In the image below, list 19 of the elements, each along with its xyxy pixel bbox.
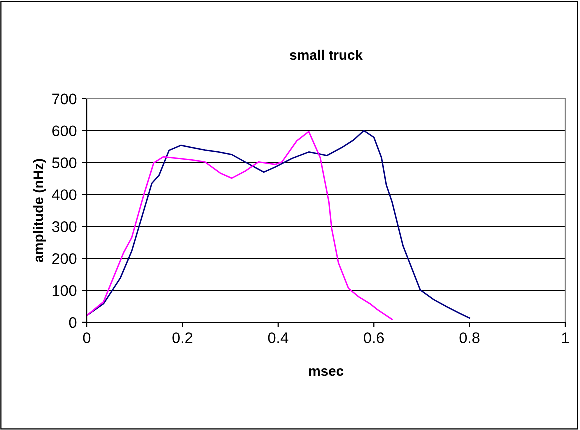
- y-tick-label: 0: [69, 317, 77, 328]
- y-axis-title: amplitude (nHz): [33, 159, 46, 262]
- x-tick-label: 0.4: [268, 332, 289, 344]
- y-tick-label: 700: [52, 94, 77, 105]
- y-tick-label: 600: [52, 126, 77, 137]
- y-tick-label: 300: [52, 222, 77, 232]
- y-tick-label: 200: [52, 253, 77, 264]
- y-tick-label: 100: [52, 285, 77, 296]
- y-tick-label: 500: [52, 158, 77, 168]
- x-axis-title: msec: [309, 368, 344, 376]
- x-tick-label: 0.6: [364, 332, 384, 344]
- line-series: [87, 130, 470, 320]
- line-series: [87, 131, 393, 320]
- y-tick-label: 400: [52, 190, 77, 200]
- x-tick-label: 0.8: [460, 332, 480, 344]
- chart-title: small truck: [290, 50, 363, 60]
- x-tick-label: 0.2: [172, 332, 193, 344]
- x-tick-label: 1: [562, 332, 570, 344]
- x-tick-label: 0: [83, 332, 91, 344]
